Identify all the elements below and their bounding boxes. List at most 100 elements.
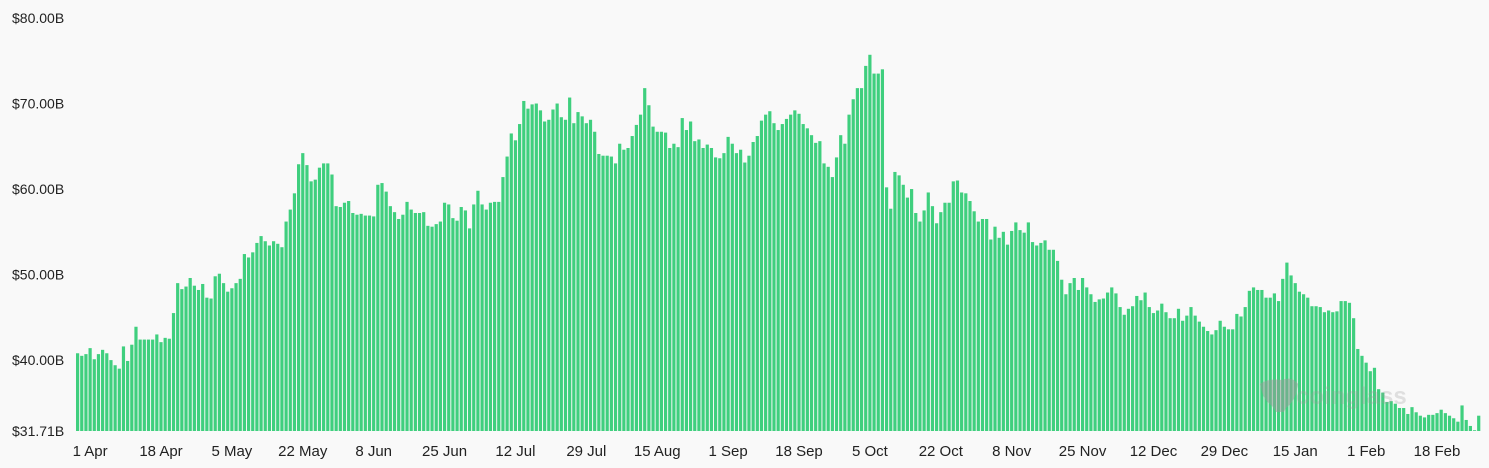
bar-26-sep[interactable] (830, 177, 834, 431)
bar-26-feb[interactable] (1468, 425, 1472, 431)
bar-14-nov[interactable] (1035, 245, 1039, 431)
bar-24-aug[interactable] (693, 141, 697, 431)
bar-3-dec[interactable] (1114, 293, 1118, 431)
bar-28-may[interactable] (326, 163, 330, 431)
bar-23-jan[interactable] (1327, 310, 1331, 431)
bar-1-may[interactable] (213, 276, 217, 431)
bar-31-jul[interactable] (593, 131, 597, 432)
bar-24-feb[interactable] (1460, 405, 1464, 431)
bar-25-feb[interactable] (1464, 419, 1468, 431)
bar-9-feb[interactable] (1397, 407, 1402, 431)
bar-19-apr[interactable] (163, 337, 167, 431)
bar-19-jan[interactable] (1310, 306, 1314, 431)
bar-6-nov[interactable] (1001, 231, 1005, 431)
bar-23-oct[interactable] (943, 202, 947, 431)
bar-15-sep[interactable] (784, 118, 789, 432)
bar-7-aug[interactable] (622, 149, 626, 431)
bar-4-feb[interactable] (1377, 389, 1381, 431)
bar-5-jun[interactable] (359, 213, 363, 431)
bar-26-jan[interactable] (1339, 301, 1343, 431)
bar-20-jun[interactable] (422, 212, 426, 431)
bar-23-feb[interactable] (1456, 421, 1460, 431)
bar-22-feb[interactable] (1452, 418, 1456, 431)
bar-21-dec[interactable] (1189, 307, 1193, 431)
bar-27-oct[interactable] (960, 192, 964, 431)
bar-25-aug[interactable] (697, 139, 701, 431)
bar-14-jun[interactable] (397, 218, 401, 431)
bar-18-may[interactable] (284, 221, 288, 431)
bar-27-may[interactable] (322, 163, 326, 431)
bar-17-apr[interactable] (155, 334, 159, 431)
bar-5-jul[interactable] (484, 209, 488, 431)
bar-22-apr[interactable] (176, 283, 180, 431)
bar-8-feb[interactable] (1393, 403, 1397, 431)
bar-28-jan[interactable] (1347, 302, 1352, 431)
bar-9-dec[interactable] (1139, 300, 1143, 431)
bar-4-sep[interactable] (739, 149, 743, 431)
bar-27-sep[interactable] (834, 157, 839, 431)
bar-1-jan[interactable] (1235, 313, 1239, 431)
bar-11-oct[interactable] (893, 171, 897, 431)
bar-26-aug[interactable] (701, 147, 705, 431)
bar-13-jun[interactable] (392, 212, 397, 431)
bar-10-jun[interactable] (380, 183, 384, 431)
bar-31-mar[interactable] (84, 354, 88, 431)
bar-16-dec[interactable] (1168, 318, 1172, 431)
bar-27-aug[interactable] (705, 144, 709, 431)
bar-14-aug[interactable] (651, 126, 655, 431)
bar-17-jun[interactable] (409, 209, 413, 431)
bar-30-jun[interactable] (463, 210, 468, 431)
bar-9-jun[interactable] (376, 184, 380, 431)
bar-5-oct[interactable] (868, 54, 872, 432)
bar-10-apr[interactable] (126, 360, 130, 431)
bar-11-feb[interactable] (1406, 413, 1410, 431)
bar-22-nov[interactable] (1068, 283, 1072, 431)
bar-15-nov[interactable] (1039, 242, 1043, 431)
bar-20-oct[interactable] (930, 206, 935, 431)
bar-16-feb[interactable] (1427, 414, 1431, 431)
bar-14-may[interactable] (267, 245, 272, 431)
bar-24-jul[interactable] (563, 119, 568, 432)
bar-2-apr[interactable] (92, 359, 96, 431)
bar-28-aug[interactable] (709, 147, 714, 431)
bar-13-oct[interactable] (901, 184, 905, 431)
bar-28-jul[interactable] (580, 116, 584, 431)
bar-9-aug[interactable] (630, 136, 634, 432)
bar-31-dec[interactable] (1231, 329, 1235, 431)
bar-24-dec[interactable] (1201, 326, 1206, 431)
bar-8-jan[interactable] (1264, 297, 1268, 431)
bar-25-dec[interactable] (1206, 331, 1210, 431)
bar-21-jun[interactable] (426, 225, 430, 431)
bar-8-jul[interactable] (497, 201, 501, 431)
bar-21-apr[interactable] (171, 313, 176, 431)
bar-8-nov[interactable] (1010, 230, 1014, 431)
bar-5-aug[interactable] (613, 163, 618, 431)
bar-20-sep[interactable] (805, 128, 809, 431)
bar-10-aug[interactable] (634, 124, 638, 431)
bar-11-aug[interactable] (638, 114, 643, 432)
bar-10-jul[interactable] (505, 156, 509, 432)
bar-7-oct[interactable] (876, 73, 880, 431)
bar-1-dec[interactable] (1105, 292, 1110, 431)
bar-11-apr[interactable] (130, 344, 134, 431)
bar-29-jun[interactable] (459, 207, 463, 431)
bar-21-jan[interactable] (1318, 307, 1322, 431)
bar-1-jul[interactable] (467, 228, 472, 431)
bar-2-may[interactable] (217, 273, 221, 431)
bar-1-sep[interactable] (726, 136, 730, 431)
bar-16-sep[interactable] (789, 114, 793, 432)
bar-19-dec[interactable] (1181, 320, 1185, 431)
bar-17-aug[interactable] (663, 132, 668, 431)
bar-17-may[interactable] (280, 247, 284, 431)
bar-12-jun[interactable] (388, 206, 392, 431)
bar-18-oct[interactable] (922, 210, 926, 431)
bar-22-aug[interactable] (684, 130, 689, 431)
bar-25-jan[interactable] (1335, 311, 1339, 431)
bar-18-nov[interactable] (1051, 249, 1055, 431)
bar-22-jun[interactable] (430, 226, 434, 431)
bar-14-feb[interactable] (1418, 415, 1422, 431)
bar-23-apr[interactable] (180, 289, 184, 431)
bar-17-jan[interactable] (1301, 294, 1306, 431)
bar-25-may[interactable] (313, 179, 317, 431)
bar-16-apr[interactable] (151, 339, 155, 431)
